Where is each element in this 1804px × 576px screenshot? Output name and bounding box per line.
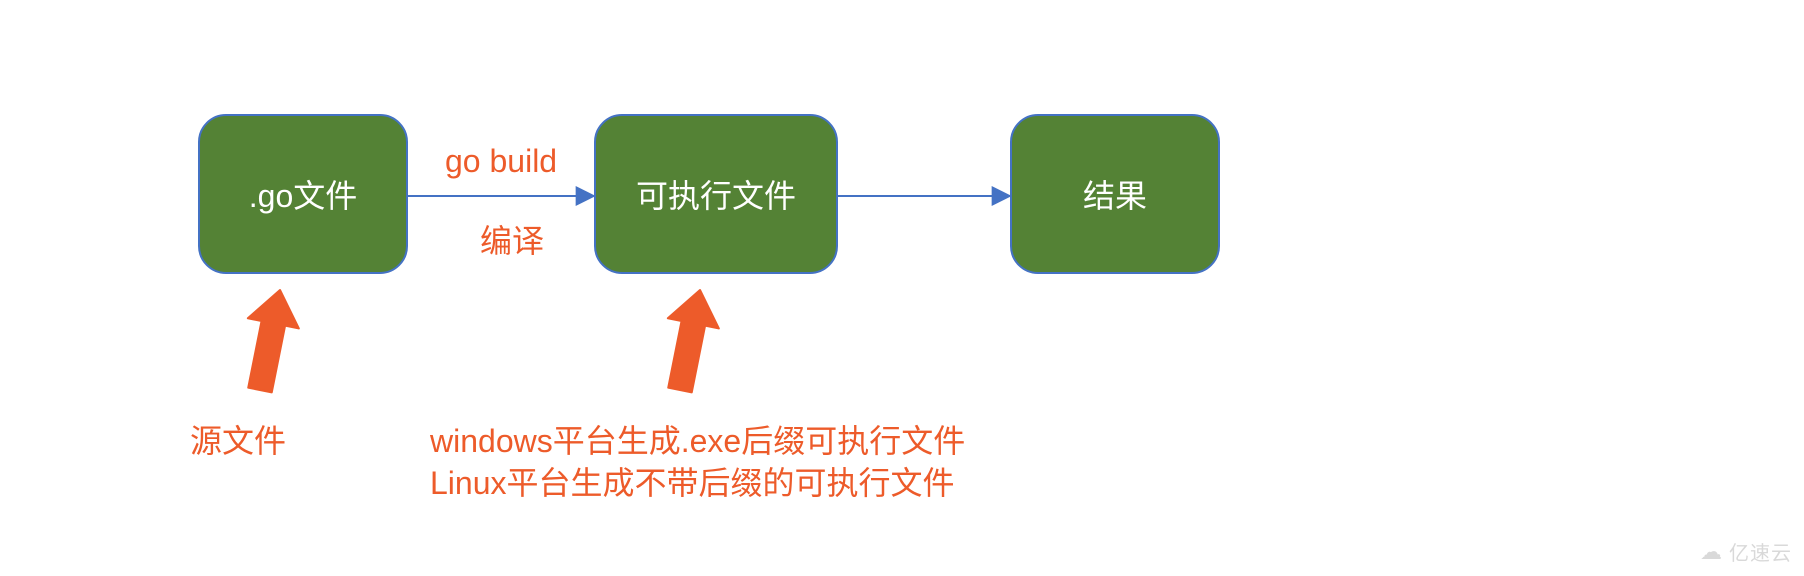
- flowchart-node-label: 可执行文件: [636, 171, 796, 217]
- flowchart-node-label: .go文件: [249, 171, 358, 217]
- callout-text: 源文件: [190, 416, 286, 462]
- edge-label: 编译: [480, 216, 544, 262]
- callout-arrow-icon: [668, 290, 719, 392]
- flowchart-node-n3: 结果: [1010, 114, 1220, 274]
- callout-text: windows平台生成.exe后缀可执行文件: [430, 416, 965, 462]
- flowchart-node-n1: .go文件: [198, 114, 408, 274]
- callout-text: Linux平台生成不带后缀的可执行文件: [430, 458, 955, 504]
- callout-arrow-icon: [248, 290, 299, 392]
- callout-arrows-group: [248, 290, 719, 392]
- flowchart-node-n2: 可执行文件: [594, 114, 838, 274]
- watermark-text: 亿速云: [1729, 537, 1792, 566]
- watermark: ☁ 亿速云: [1700, 537, 1792, 566]
- flowchart-node-label: 结果: [1083, 171, 1147, 217]
- edge-label: go build: [445, 143, 557, 180]
- cloud-icon: ☁: [1700, 541, 1723, 563]
